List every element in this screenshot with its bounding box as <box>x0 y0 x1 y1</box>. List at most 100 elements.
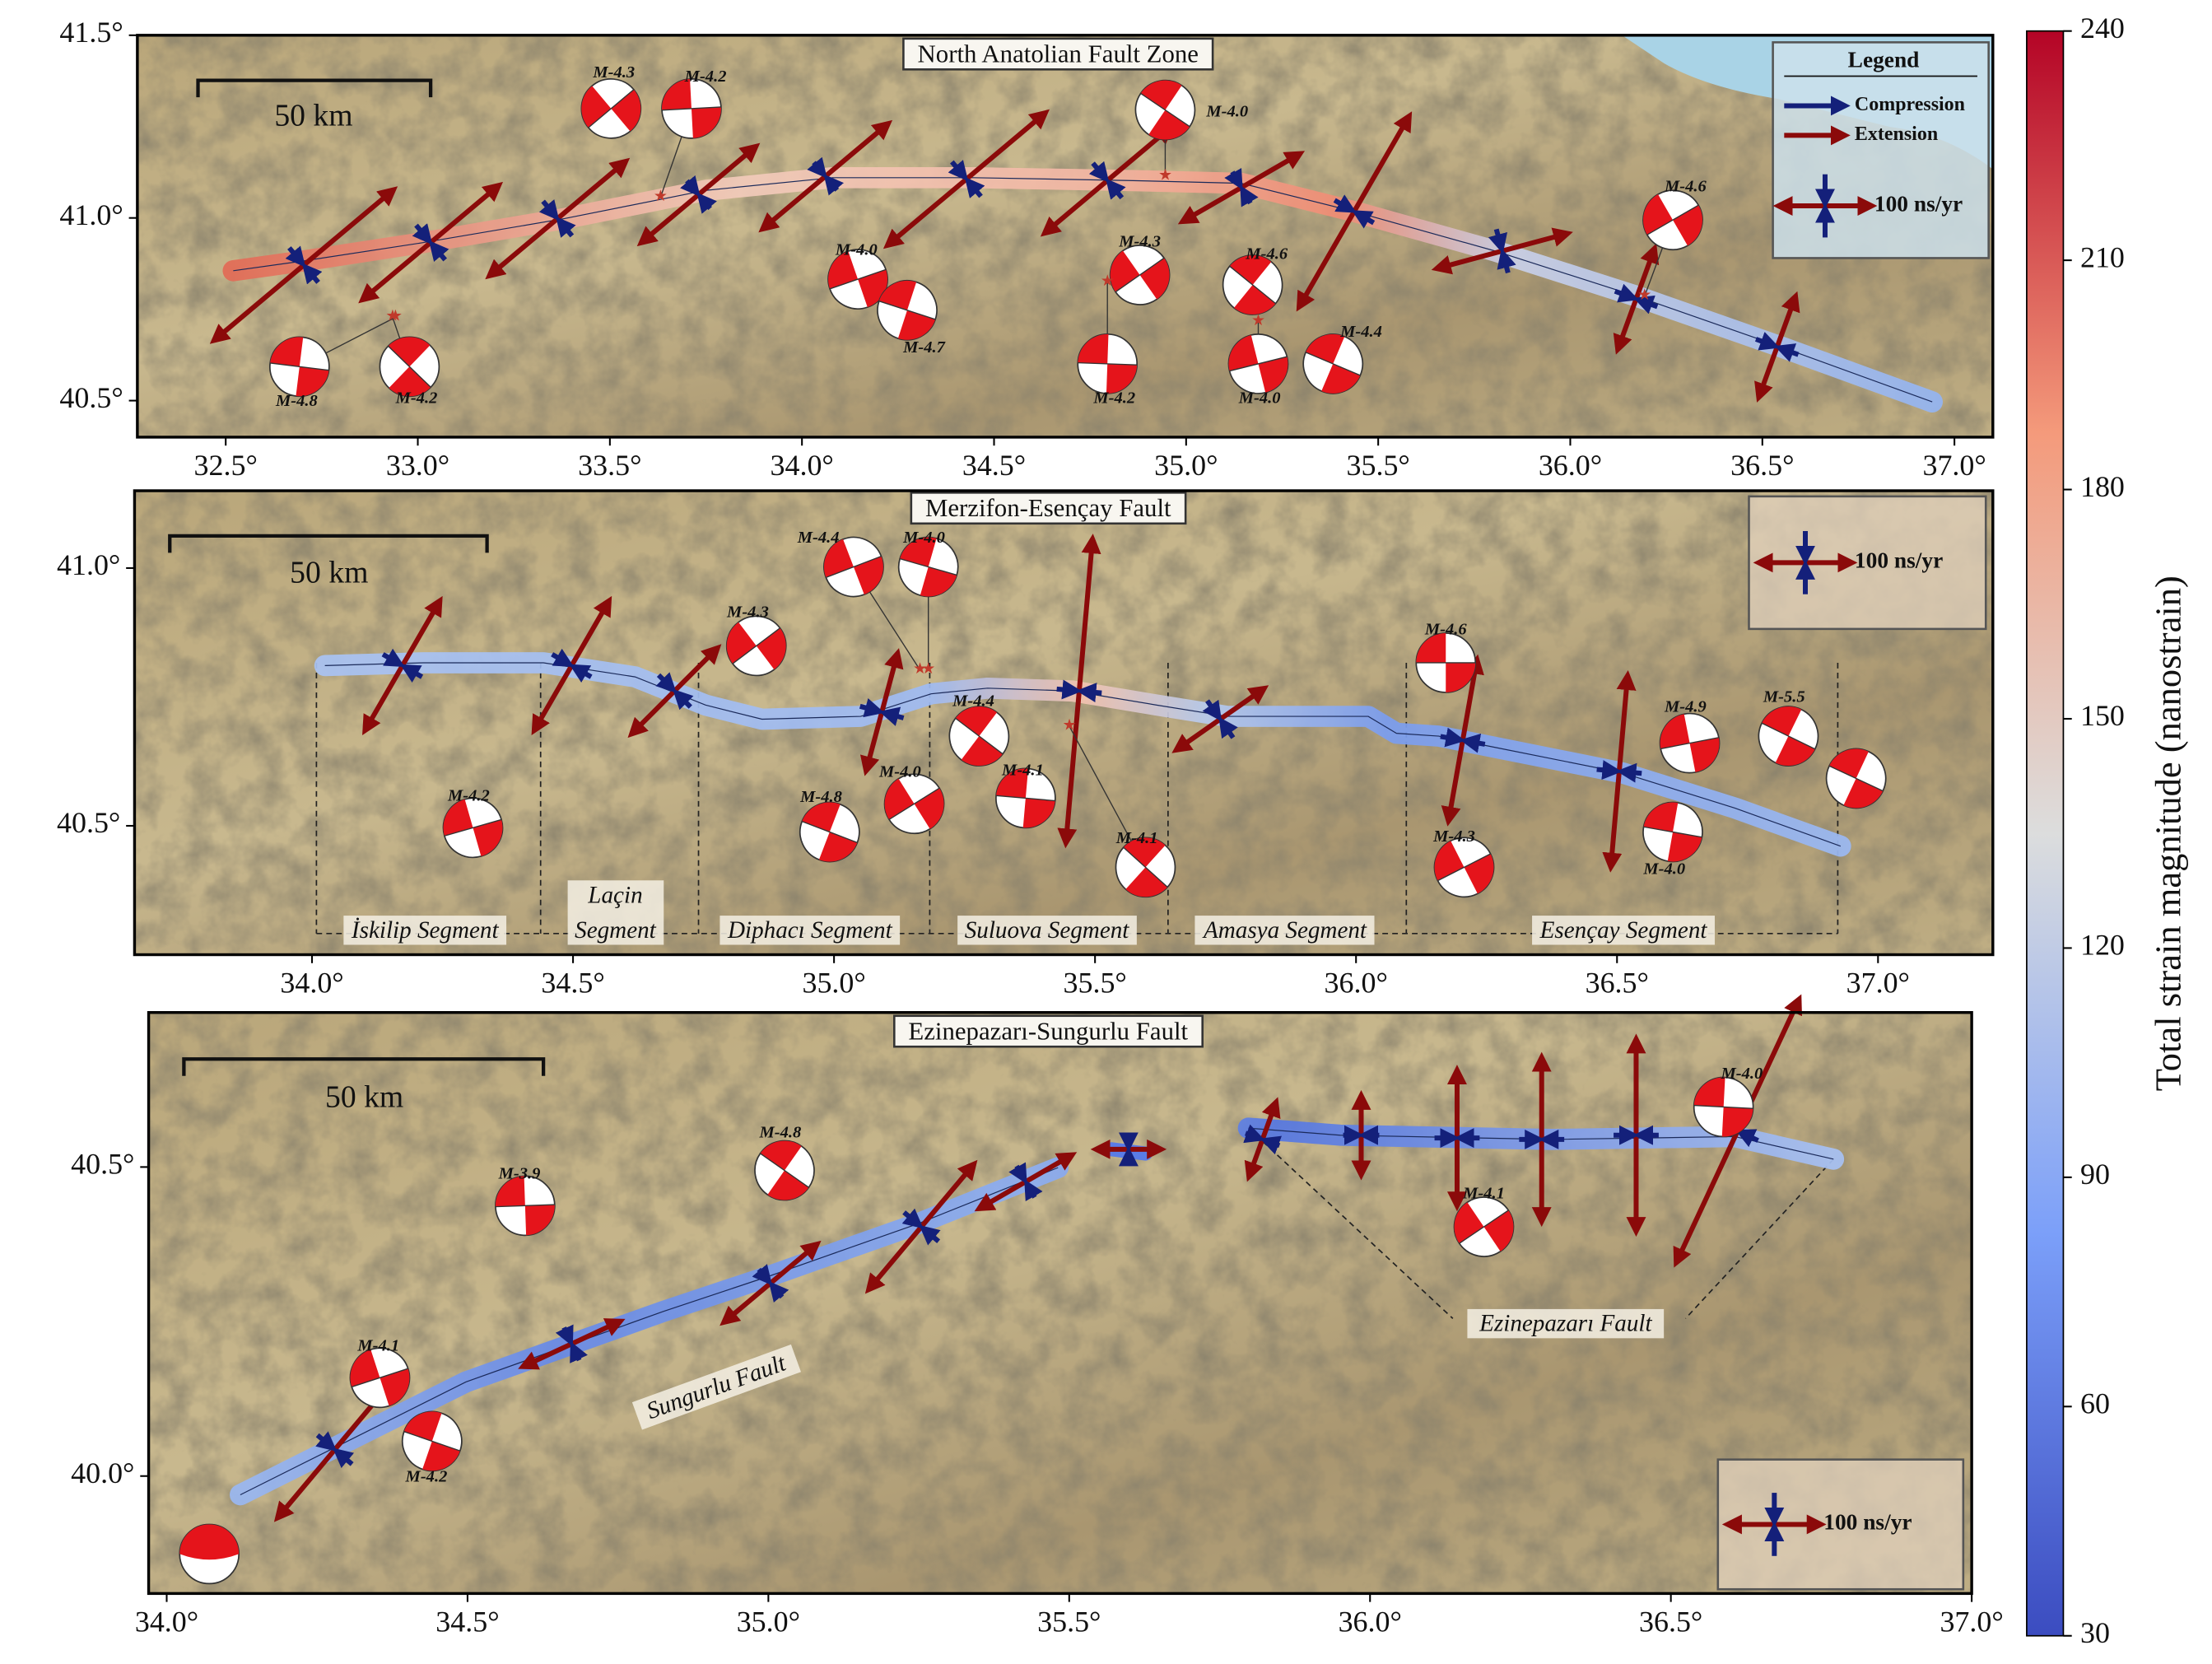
event-magnitude: M-4.0 <box>835 241 878 259</box>
compression-arrow <box>315 1431 338 1452</box>
nodal-plane <box>1643 826 1702 838</box>
nodal-plane <box>495 1204 555 1208</box>
segment-label: İskilip Segment <box>351 917 500 944</box>
nodal-plane <box>1459 1210 1509 1244</box>
beachball <box>1227 333 1289 394</box>
compression-arrow <box>301 263 323 285</box>
beachball-quadrant <box>473 819 503 856</box>
nodal-plane <box>1437 853 1491 882</box>
panel-frame <box>147 1011 1973 1596</box>
epicenter-star: ★ <box>654 188 668 205</box>
y-tick-label: 40.5° <box>59 381 123 414</box>
x-tick-label: 34.5° <box>541 966 604 999</box>
beachball <box>402 1410 463 1472</box>
event-magnitude: M-4.1 <box>1115 829 1158 847</box>
beachball-quadrant <box>403 1411 442 1442</box>
beachball-quadrant <box>1306 333 1345 364</box>
epicenter-star: ★ <box>385 308 399 325</box>
compression-arrow <box>1024 1179 1043 1202</box>
colorbar-tick-label: 150 <box>2080 699 2125 732</box>
epicenter-star: ★ <box>1158 166 1172 184</box>
event-magnitude: M-4.2 <box>447 786 490 804</box>
event-magnitude: M-4.2 <box>684 68 727 86</box>
beachball <box>897 536 959 598</box>
x-tick-label: 34.0° <box>771 449 834 482</box>
event-magnitude: M-4.0 <box>1721 1065 1763 1083</box>
legend-scale: 100 ns/yr <box>1855 548 1943 573</box>
beachball-quadrant <box>760 1140 802 1171</box>
colorbar-label: Total strain magnitude (nanostrain) <box>2148 576 2189 1091</box>
beachball <box>379 336 440 398</box>
event-magnitude: M-4.0 <box>1642 860 1685 878</box>
event-magnitude: M-4.2 <box>405 1468 448 1486</box>
fault-label: Ezinepazarı Fault <box>1467 1308 1665 1339</box>
nodal-plane <box>1660 737 1719 750</box>
beachball-quadrant <box>1775 736 1815 766</box>
nodal-plane <box>1229 265 1277 305</box>
nodal-plane <box>588 89 635 128</box>
beachball-quadrant <box>1233 284 1276 315</box>
beachball <box>1109 245 1171 305</box>
colorbar-tick-label: 210 <box>2080 240 2125 273</box>
event-magnitude: M-4.2 <box>395 389 438 407</box>
compression-arrow <box>285 245 306 268</box>
y-tick-label: 41.0° <box>59 198 123 231</box>
compression-arrow <box>428 240 449 263</box>
beachball-quadrant <box>380 1368 410 1406</box>
beachball <box>1134 79 1196 141</box>
panel-title: North Anatolian Fault Zone <box>918 40 1199 68</box>
nodal-plane <box>1305 352 1361 376</box>
nodal-plane <box>388 345 431 388</box>
compression-arrow <box>1243 1124 1265 1144</box>
epicenter-star: ★ <box>1251 312 1265 329</box>
panel-title: Merzifon-Esençay Fault <box>925 494 1171 522</box>
beachball-quadrant <box>1140 80 1182 110</box>
colorbar: 30 60 90 120 150 180 210 240 Total strain magnit… <box>2026 12 2189 1649</box>
compression-arrow <box>333 1447 355 1469</box>
beachball <box>661 78 722 139</box>
segment-label: Esençay Segment <box>1539 917 1708 944</box>
compression-arrow <box>1460 733 1486 753</box>
epicenter-star: ★ <box>1063 716 1077 734</box>
compression-arrow <box>1008 1162 1027 1185</box>
beachball-quadrant <box>897 310 936 340</box>
x-tick-label: 33.0° <box>386 449 449 482</box>
panel-frame <box>136 34 1995 439</box>
compression-arrow <box>1497 248 1516 274</box>
epicenter-star: ★ <box>389 308 403 325</box>
beachball <box>1642 189 1703 251</box>
event-magnitude: M-4.3 <box>1432 827 1475 846</box>
beachball <box>754 1140 815 1201</box>
compression-arrow <box>1240 184 1259 207</box>
beachball-quadrant <box>1022 798 1055 828</box>
fault-name: Ezinepazarı Fault <box>1479 1311 1652 1337</box>
compression-arrow <box>381 648 405 668</box>
compression-arrow <box>768 1280 789 1303</box>
nodal-plane <box>270 362 329 371</box>
compression-arrow <box>1488 228 1508 254</box>
beachball-quadrant <box>955 706 998 737</box>
beachball <box>349 1347 411 1409</box>
beachball-quadrant <box>1139 258 1170 300</box>
y-tick-label: 40.0° <box>71 1457 134 1489</box>
event-magnitude: M-3.9 <box>498 1164 541 1182</box>
nodal-plane <box>1140 92 1190 128</box>
x-tick-label: 35.0° <box>737 1605 800 1638</box>
beachball-quadrant <box>350 1349 380 1387</box>
beachball <box>1453 1196 1515 1257</box>
beachball-quadrant <box>1125 867 1168 897</box>
beachball <box>1758 706 1819 767</box>
beachball <box>995 767 1056 829</box>
compression-arrow <box>1202 699 1222 722</box>
nodal-plane <box>995 795 1055 802</box>
compression-arrow <box>859 698 885 718</box>
y-tick-label: 40.5° <box>57 806 120 839</box>
compression-arrow <box>1633 295 1659 315</box>
fault-leader <box>1247 1127 1454 1320</box>
beachball-quadrant <box>1643 194 1674 235</box>
compression-arrow <box>1614 283 1639 303</box>
beachball-quadrant <box>756 627 786 670</box>
scale-bar-label: 50 km <box>290 555 368 590</box>
beachball <box>580 78 642 139</box>
